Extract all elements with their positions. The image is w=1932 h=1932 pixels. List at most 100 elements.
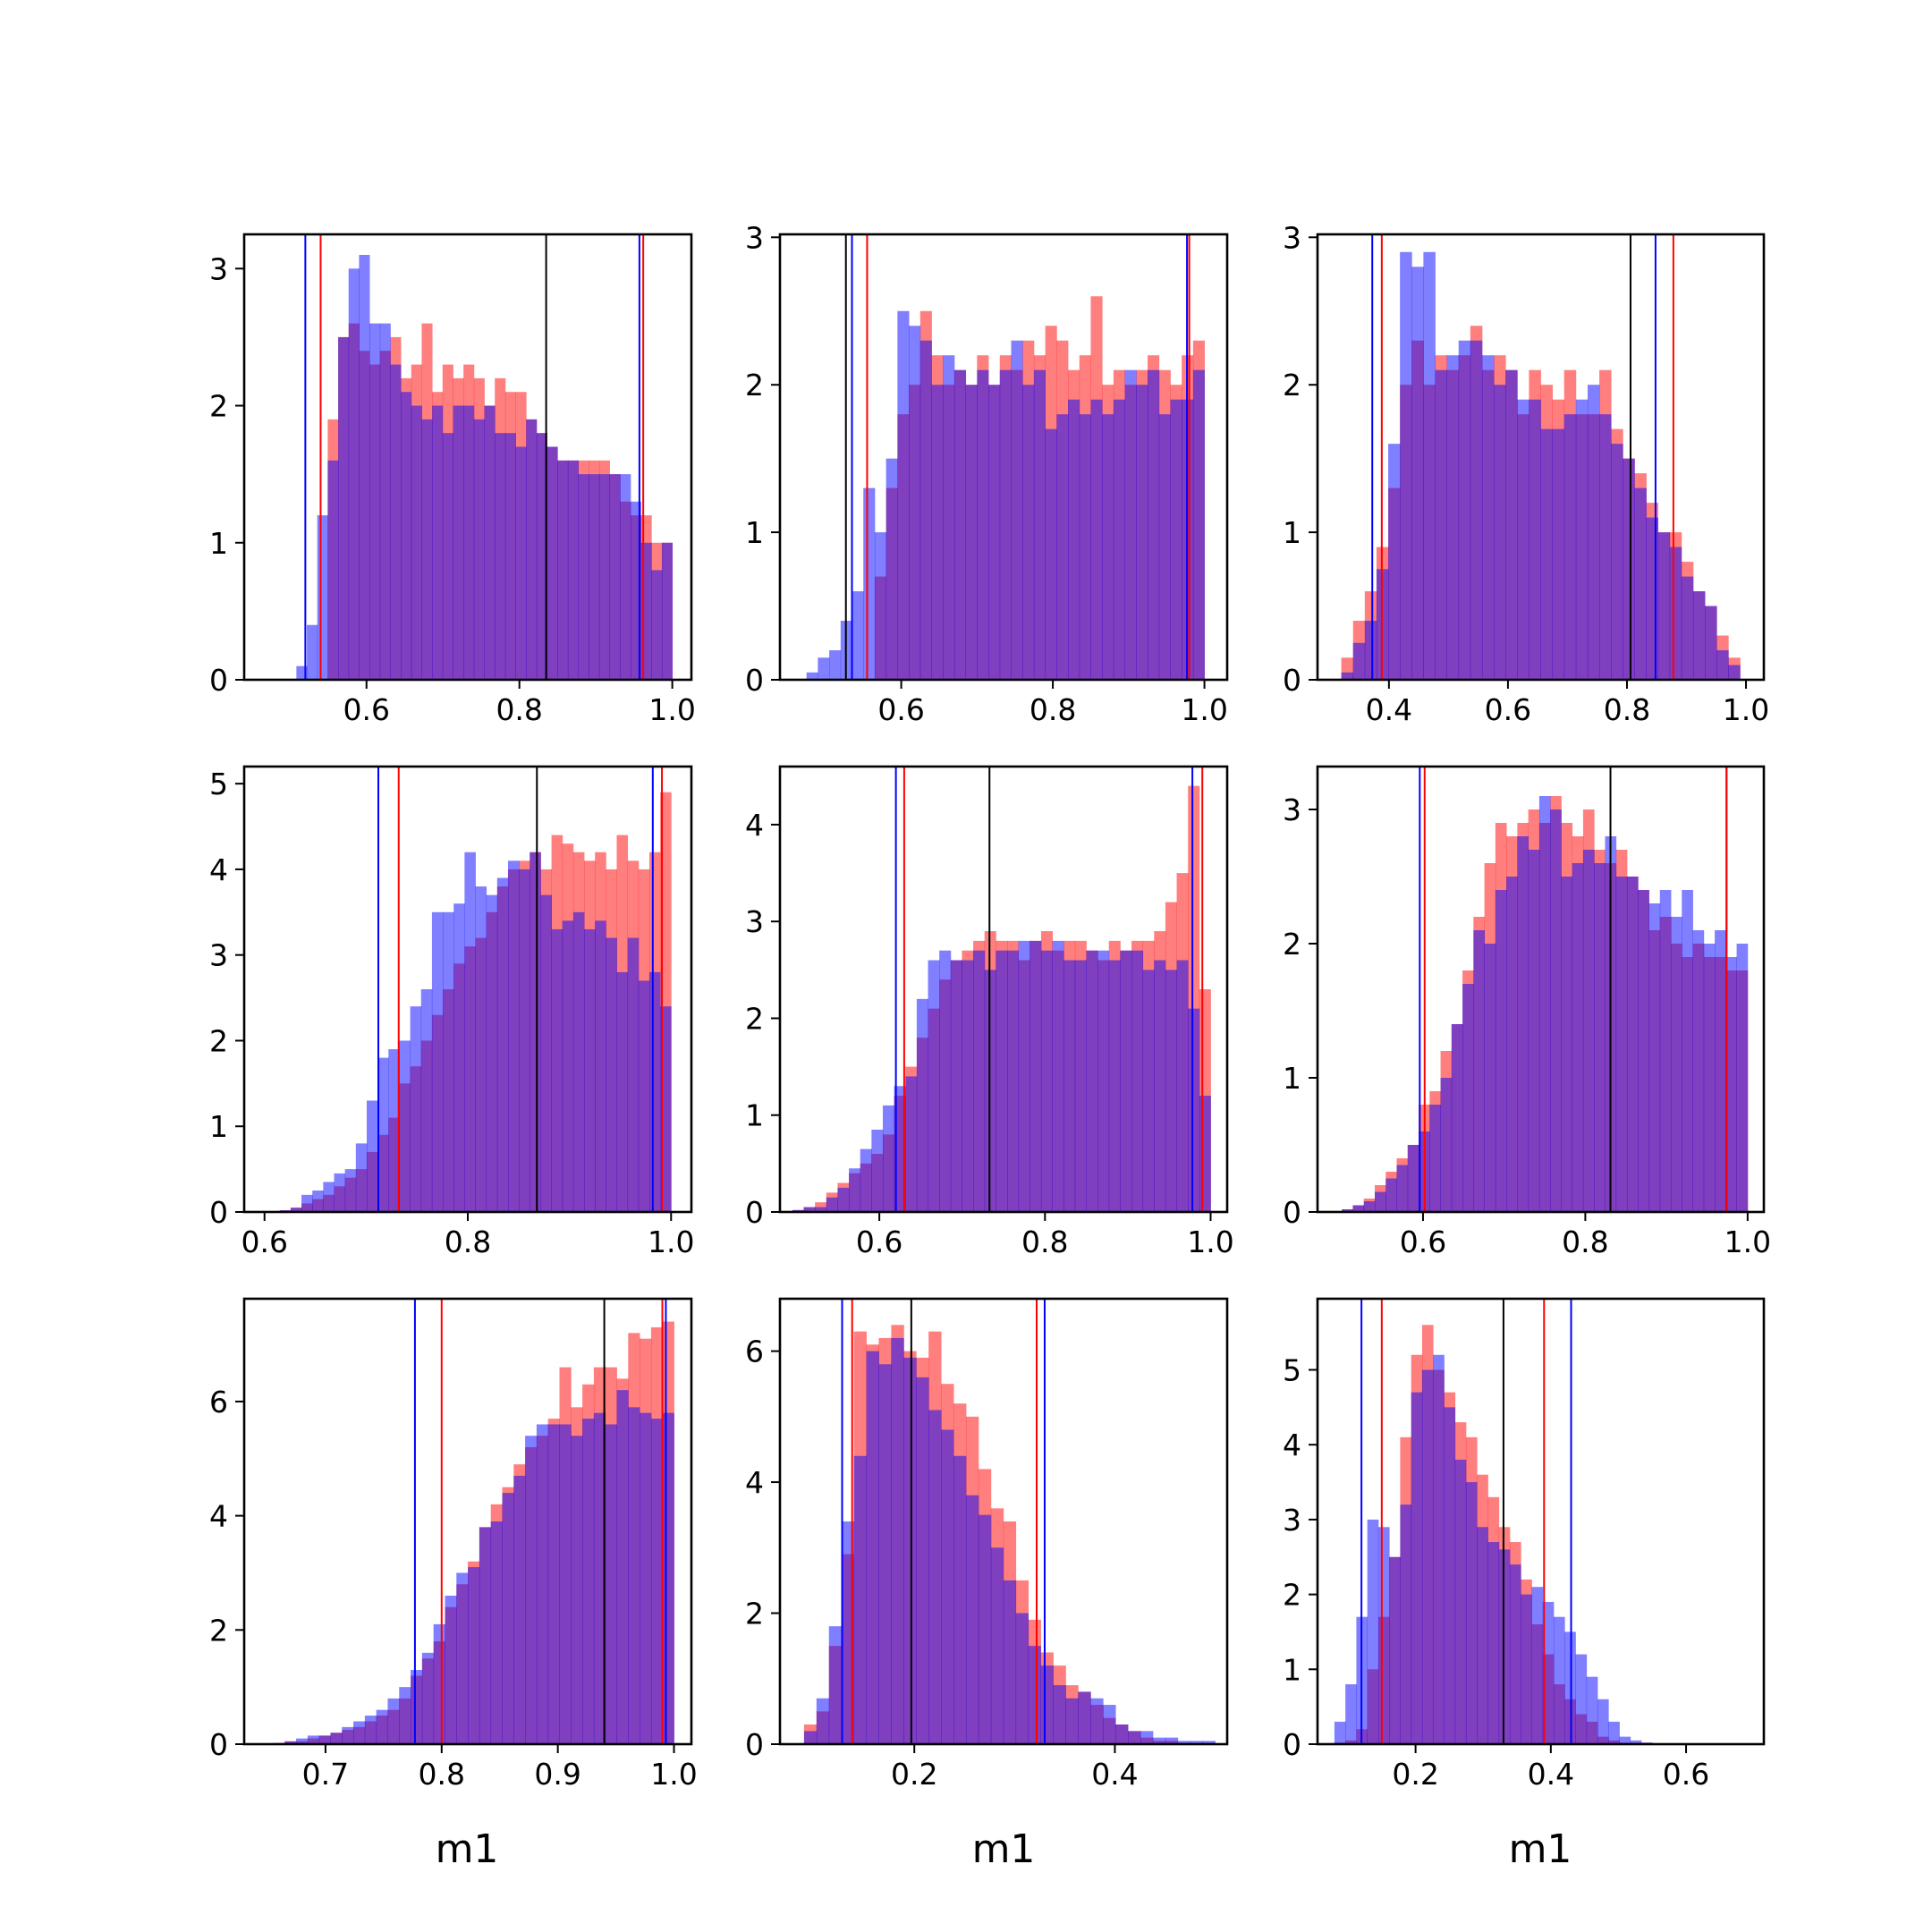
y-tick-label: 3: [209, 251, 228, 286]
histogram-bar-blue: [290, 1208, 302, 1212]
y-tick-label: 0: [745, 1195, 764, 1230]
histogram-bar-blue: [1028, 1646, 1041, 1744]
x-tick-label: 1.0: [648, 1224, 694, 1259]
histogram-bar-blue: [442, 433, 453, 680]
x-tick-label: 0.8: [1030, 692, 1076, 727]
histogram-bar-blue: [1120, 950, 1132, 1212]
histogram-bar-blue: [627, 937, 640, 1212]
histogram-bar-blue: [388, 1049, 400, 1212]
y-tick-label: 4: [745, 1465, 764, 1500]
y-tick-label: 6: [209, 1385, 228, 1419]
histogram-bar-blue: [965, 385, 978, 680]
histogram-bar-blue: [1725, 957, 1737, 1212]
histogram-bar-blue: [950, 960, 962, 1212]
histogram-bar-blue: [456, 1572, 469, 1744]
histogram-bar-blue: [1716, 650, 1729, 680]
histogram-bar-blue: [628, 1407, 640, 1744]
histogram-bar-blue: [1611, 444, 1623, 680]
histogram-bar-blue: [344, 1169, 357, 1212]
y-tick-label: 2: [745, 368, 764, 402]
histogram-bar-blue: [1594, 863, 1606, 1212]
histogram-bar-blue: [1364, 621, 1377, 680]
histogram-bar-blue: [1657, 532, 1671, 680]
histogram-bar-blue: [445, 1596, 457, 1744]
histogram-bar-blue: [1421, 1369, 1434, 1744]
histogram-bar-blue: [410, 1006, 422, 1212]
histogram-bar-blue: [1736, 944, 1749, 1212]
histogram-bar-blue: [1446, 355, 1460, 680]
y-tick-label: 2: [1283, 927, 1301, 962]
histogram-bar-blue: [582, 1419, 595, 1744]
histogram-bar-blue: [1158, 414, 1171, 680]
panel-grid: 0.6 0.8 1.0 0 1 2 3 0.6 0.8 1.0 0 1 2 3 0.4 0.6 0.8 1.0 0 1…: [209, 220, 1771, 1792]
histogram-bar-blue: [928, 960, 940, 1212]
histogram-bar-blue: [803, 1207, 816, 1212]
histogram-bar-blue: [486, 894, 498, 1212]
histogram-bar-blue: [1521, 1594, 1532, 1744]
histogram-bar-blue: [468, 1567, 480, 1744]
x-tick-label: 1.0: [1724, 1224, 1771, 1259]
histogram-bar-blue: [463, 405, 475, 680]
histogram-bar-blue: [1177, 1741, 1191, 1744]
y-tick-label: 0: [209, 663, 228, 698]
histogram-bar-blue: [431, 911, 444, 1212]
histogram-bar-blue: [1102, 414, 1114, 680]
y-tick-label: 2: [1283, 1578, 1301, 1613]
histogram-bar-blue: [1341, 672, 1354, 680]
histogram-bar-blue: [557, 460, 569, 680]
y-tick-label: 0: [209, 1727, 228, 1762]
histogram-bar-blue: [1540, 428, 1554, 680]
x-tick-label: 1.0: [1187, 1224, 1233, 1259]
histogram-bar-blue: [866, 1351, 879, 1744]
histogram-bar-blue: [662, 1412, 674, 1744]
histogram-panel-2: 0.6 0.8 1.0 0 1 2 3: [745, 220, 1229, 727]
y-tick-label: 4: [745, 808, 764, 843]
x-tick-label: 0.8: [445, 1224, 491, 1259]
histogram-bar-blue: [475, 886, 487, 1212]
histogram-bar-blue: [1389, 1556, 1401, 1744]
histogram-bar-blue: [837, 1187, 850, 1212]
histogram-bar-blue: [420, 989, 433, 1212]
axes-frame: [1316, 1297, 1766, 1746]
histogram-bar-blue: [620, 474, 631, 680]
y-tick-label: 2: [209, 1023, 228, 1058]
histogram-bar-blue: [411, 1670, 423, 1744]
histogram-bar-blue: [965, 1495, 979, 1744]
histogram-bar-blue: [536, 433, 547, 680]
histogram-bar-blue: [1367, 1519, 1379, 1744]
histogram-bar-blue: [863, 487, 876, 680]
histogram-bar-blue: [826, 1197, 838, 1212]
histogram-bar-blue: [1411, 1392, 1423, 1744]
histogram-bar-blue: [327, 460, 339, 680]
histogram-bar-blue: [598, 474, 610, 680]
y-tick-label: 0: [1283, 663, 1301, 698]
histogram-bar-blue: [453, 903, 465, 1212]
histogram-bar-blue: [903, 1357, 917, 1744]
histogram-bar-blue: [1078, 1691, 1091, 1744]
histogram-bar-blue: [939, 950, 952, 1212]
plot-area: [273, 1299, 674, 1744]
histogram-bar-blue: [1345, 1684, 1357, 1744]
histogram-bar-blue: [1465, 1482, 1478, 1744]
y-tick-label: 0: [1283, 1195, 1301, 1230]
y-tick-label: 0: [745, 663, 764, 698]
histogram-bar-blue: [1113, 399, 1125, 680]
histogram-bar-blue: [1103, 1705, 1116, 1744]
histogram-bar-blue: [433, 1623, 445, 1744]
histogram-panel-4: 0.6 0.8 1.0 0 1 2 3 4 5: [209, 765, 695, 1259]
histogram-bar-blue: [1458, 340, 1471, 680]
histogram-bar-blue: [1429, 1105, 1441, 1212]
x-tick-label: 1.0: [1181, 692, 1227, 727]
histogram-bar-blue: [1487, 1542, 1500, 1744]
histogram-bar-blue: [432, 405, 444, 680]
histogram-bar-blue: [540, 894, 552, 1212]
histogram-bar-blue: [977, 369, 989, 680]
histogram-bar-blue: [1634, 487, 1647, 680]
y-tick-label: 4: [209, 1499, 228, 1534]
histogram-bar-blue: [1552, 428, 1565, 680]
histogram-bar-blue: [1615, 877, 1628, 1212]
histogram-bar-blue: [595, 920, 606, 1212]
histogram-bar-blue: [1586, 1676, 1598, 1744]
histogram-bar-blue: [1671, 917, 1682, 1212]
histogram-bar-blue: [1575, 1654, 1588, 1744]
